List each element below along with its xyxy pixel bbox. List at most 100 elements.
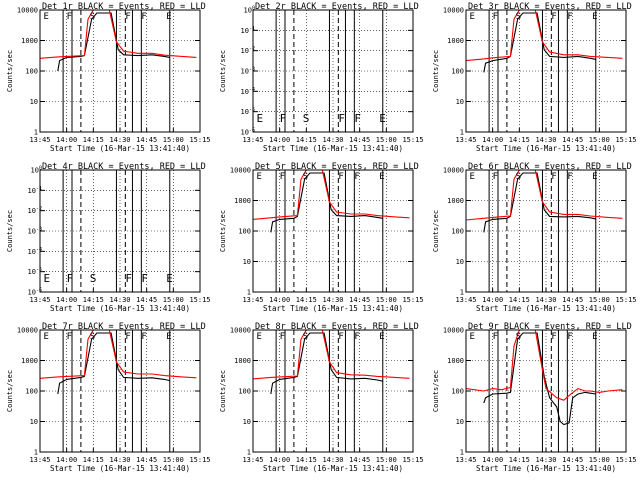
y-tick-label: 10000 [230,327,251,335]
mode-letter: S [516,172,521,182]
x-tick-label: 13:45 [455,456,476,464]
x-axis-label: Start Time (16-Mar-15 13:41:40) [263,144,403,153]
x-axis-label: Start Time (16-Mar-15 13:41:40) [476,144,616,153]
y-tick-label: 10-5 [241,107,255,116]
y-tick-label: 10000 [17,327,38,335]
x-axis-label: Start Time (16-Mar-15 13:41:40) [263,304,403,313]
x-tick-label: 14:15 [83,136,104,144]
x-tick-label: 14:45 [562,296,583,304]
mode-letter: F [354,172,359,182]
mode-letter: S [516,332,521,342]
x-tick-label: 14:30 [322,456,343,464]
y-tick-label: 10 [30,98,38,106]
y-tick-label: 10-2 [28,206,42,215]
mode-letter: S [303,172,308,182]
y-tick-label: 10 [456,258,464,266]
mode-letter: F [493,172,498,182]
y-tick-label: 10-4 [241,87,255,96]
mode-letter: E [44,332,49,342]
mode-letter: F [551,12,556,22]
mode-letter: E [379,112,386,125]
mode-letter: S [90,12,95,22]
lld-series-line [253,330,410,380]
x-tick-label: 15:00 [163,456,184,464]
x-tick-label: 14:00 [482,136,503,144]
mode-letter: E [470,332,475,342]
y-tick-label: 100 [31,166,42,175]
x-tick-label: 14:00 [56,296,77,304]
mode-letter: E [470,12,475,22]
lld-series-line [253,170,410,220]
x-tick-label: 14:00 [56,456,77,464]
x-tick-label: 15:15 [615,456,636,464]
mode-letter: E [379,332,384,342]
mode-letter: F [141,12,146,22]
panel-title: Det 7r BLACK = Events, RED = LLD [42,322,206,332]
mode-letter: E [592,12,597,22]
y-axis-label: Counts/sec [432,210,440,252]
panel-title: Det 1r BLACK = Events, RED = LLD [42,2,206,12]
panel-title: Det 8r BLACK = Events, RED = LLD [255,322,419,332]
mode-letter: E [166,12,171,22]
x-tick-label: 14:00 [482,296,503,304]
x-tick-label: 14:30 [109,456,130,464]
y-tick-label: 100 [238,228,251,236]
x-tick-label: 14:30 [535,136,556,144]
mode-letter: F [125,272,132,285]
x-tick-label: 14:00 [482,456,503,464]
x-tick-label: 14:00 [269,296,290,304]
mode-letter: F [141,272,148,285]
mode-letter: F [141,332,146,342]
x-tick-label: 15:15 [615,296,636,304]
y-tick-label: 1000 [21,37,38,45]
y-axis-label: Counts/sec [6,50,14,92]
x-tick-label: 15:15 [189,296,210,304]
x-tick-label: 13:45 [242,456,263,464]
mode-letter: F [567,12,572,22]
mode-letter: E [44,12,49,22]
x-tick-label: 14:00 [56,136,77,144]
y-tick-label: 10-2 [241,46,255,55]
panel-title: Det 6r BLACK = Events, RED = LLD [468,162,632,172]
x-tick-label: 13:45 [29,296,50,304]
events-series-line [57,332,170,395]
y-tick-label: 100 [451,68,464,76]
lld-series-line [466,330,623,401]
x-tick-label: 14:30 [109,296,130,304]
x-axis-label: Start Time (16-Mar-15 13:41:40) [50,304,190,313]
panel-title: Det 5r BLACK = Events, RED = LLD [255,162,419,172]
x-tick-label: 15:00 [163,296,184,304]
x-tick-label: 14:30 [535,296,556,304]
y-tick-label: 1000 [447,37,464,45]
mode-letter: F [67,332,72,342]
mode-letter: F [567,332,572,342]
y-tick-label: 10000 [17,7,38,15]
y-tick-label: 10-3 [28,227,42,236]
y-tick-label: 1000 [447,197,464,205]
mode-letter: S [516,12,521,22]
y-tick-label: 1 [247,449,251,457]
mode-letter: E [592,332,597,342]
y-tick-label: 10-1 [28,186,42,195]
x-tick-label: 14:00 [269,136,290,144]
x-tick-label: 15:00 [376,136,397,144]
y-tick-label: 100 [244,6,255,15]
y-tick-label: 100 [238,388,251,396]
x-tick-label: 14:15 [509,136,530,144]
mode-letter: F [125,332,130,342]
y-axis-label: Counts/sec [6,210,14,252]
y-tick-label: 1000 [234,197,251,205]
panel-title: Det 4r BLACK = Events, RED = LLD [42,162,206,172]
x-tick-label: 14:15 [83,456,104,464]
y-axis-label: Counts/sec [432,50,440,92]
mode-letter: E [257,112,264,125]
mode-letter: E [257,332,262,342]
x-tick-label: 14:15 [509,296,530,304]
y-tick-label: 100 [451,228,464,236]
panel-title: Det 2r BLACK = Events, RED = LLD [255,2,419,12]
y-tick-label: 10000 [443,167,464,175]
